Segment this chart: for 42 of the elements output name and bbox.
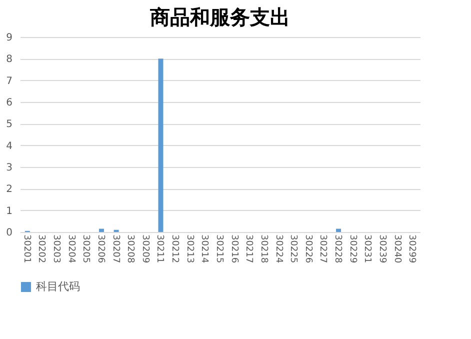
x-tick-label: 30213 [184, 234, 194, 264]
x-tick-label: 30208 [125, 234, 136, 264]
x-tick-label: 30227 [318, 234, 328, 264]
bar [98, 228, 104, 232]
x-tick-label: 30239 [376, 234, 387, 264]
x-tick-label: 30211 [154, 234, 165, 264]
legend-label: 科目代码 [36, 280, 80, 293]
y-tick-label: 0 [6, 228, 12, 238]
x-tick-label: 30218 [258, 234, 268, 264]
y-tick-label: 5 [6, 119, 12, 130]
x-tick-label: 30216 [228, 234, 239, 264]
x-tick-label: 30217 [244, 234, 254, 264]
x-tick-label: 30228 [332, 234, 343, 264]
x-tick-label: 30205 [80, 234, 91, 264]
chart-title: 商品和服务支出 [149, 5, 290, 29]
y-tick-label: 6 [6, 98, 12, 108]
x-tick-label: 30201 [21, 234, 32, 264]
x-tick-label: 30226 [302, 234, 313, 264]
x-tick-label: 30207 [110, 234, 120, 264]
x-tick-label: 30206 [95, 234, 106, 264]
y-tick-label: 1 [6, 206, 12, 217]
bar [336, 228, 342, 232]
x-tick-label: 30209 [140, 234, 150, 264]
x-tick-label: 30229 [347, 234, 358, 264]
x-tick-label: 30204 [66, 234, 76, 264]
x-tick-label: 30203 [51, 234, 62, 264]
x-tick-label: 30299 [406, 234, 417, 264]
x-tick-label: 30225 [288, 234, 298, 264]
y-tick-label: 3 [6, 162, 12, 174]
y-tick-label: 9 [6, 32, 12, 44]
y-tick-label: 2 [6, 184, 12, 196]
x-tick-label: 30212 [170, 234, 180, 264]
x-tick-label: 30231 [362, 234, 372, 264]
bar [158, 58, 164, 232]
y-tick-label: 7 [6, 76, 12, 87]
y-tick-label: 4 [6, 140, 12, 152]
x-tick-label: 30215 [214, 234, 224, 264]
x-tick-label: 30214 [199, 234, 210, 264]
x-tick-label: 30240 [392, 234, 402, 264]
x-tick-label: 30202 [36, 234, 46, 264]
y-tick-label: 8 [6, 54, 12, 66]
x-tick-label: 30224 [273, 234, 284, 264]
